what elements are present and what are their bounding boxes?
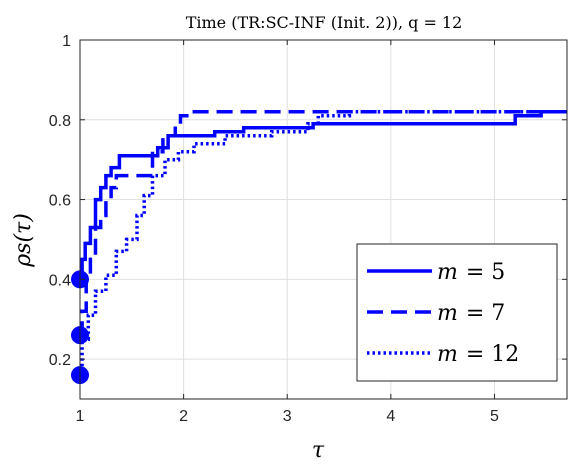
x-tick-label: 2 xyxy=(179,408,188,425)
legend-label-value: = 5 xyxy=(466,260,505,285)
legend-box xyxy=(356,243,558,382)
legend-label-0: m = 5 xyxy=(437,260,505,285)
legend-label-variable: m xyxy=(437,260,458,285)
y-tick-label: 0.4 xyxy=(49,272,71,289)
y-tick-label: 0.6 xyxy=(49,193,71,210)
legend-label-value: = 7 xyxy=(466,301,505,326)
axis-ticks: 1 2 3 4 5 0.2 0.4 0.6 0.8 1 xyxy=(49,33,567,425)
legend-label-2: m = 12 xyxy=(437,342,519,367)
x-tick-label: 5 xyxy=(490,408,499,425)
x-tick-label: 1 xyxy=(76,408,85,425)
series-line-1 xyxy=(80,110,567,337)
chart-legend: m = 5 m = 7 m = 12 xyxy=(356,243,558,382)
chart-title: Time (TR:SC-INF (Init. 2)), q = 12 xyxy=(186,13,463,32)
x-axis-label: τ xyxy=(312,438,325,463)
x-tick-label: 3 xyxy=(283,408,292,425)
legend-label-value: = 12 xyxy=(466,342,519,367)
y-tick-label: 0.8 xyxy=(49,113,71,130)
plot-frame xyxy=(79,39,568,400)
series-lines xyxy=(80,110,567,377)
y-axis-label: ρs(τ) xyxy=(11,213,36,268)
y-tick-label: 0.2 xyxy=(49,352,71,369)
legend-label-variable: m xyxy=(437,301,458,326)
series-line-2 xyxy=(80,110,567,377)
legend-label-1: m = 7 xyxy=(437,301,505,326)
legend-label-variable: m xyxy=(437,342,458,367)
y-tick-label: 1 xyxy=(62,33,71,50)
x-tick-label: 4 xyxy=(386,408,395,425)
